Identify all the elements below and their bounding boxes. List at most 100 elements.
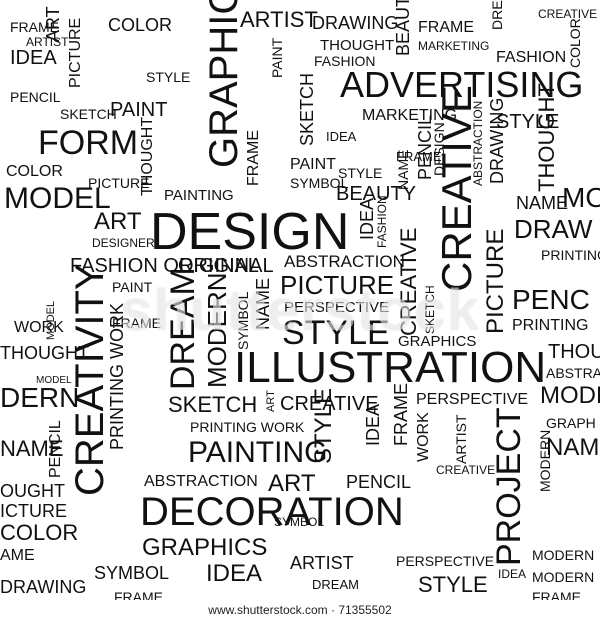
- word: GRAPHICS: [142, 534, 268, 561]
- word: MODERN: [532, 569, 595, 585]
- word: SKETCH: [168, 392, 258, 417]
- word: PENCIL: [346, 472, 412, 492]
- word: MODERN: [537, 429, 553, 492]
- word: NAME: [516, 193, 569, 213]
- word: COLOR: [0, 520, 79, 545]
- word: THOU: [548, 341, 600, 363]
- word: SKETCH: [60, 106, 117, 122]
- word: PAINTING: [164, 187, 234, 204]
- word: FRAME: [245, 130, 262, 186]
- word: WORK: [415, 412, 432, 462]
- word: PICTURE: [67, 17, 84, 88]
- word: DESIGN: [431, 122, 447, 176]
- word: PERSPECTIVE: [416, 391, 529, 408]
- word: CREATIVE: [436, 463, 496, 477]
- word: THOUGHT: [320, 37, 395, 54]
- word: MARKETING: [418, 39, 490, 53]
- word: PICTURE: [88, 175, 150, 191]
- word: MO: [562, 182, 600, 213]
- word: DREAM: [312, 577, 359, 592]
- word: FORM: [38, 124, 139, 162]
- word: DRAW: [514, 214, 593, 244]
- word: ARTIST: [240, 7, 318, 32]
- word: ICTURE: [0, 501, 67, 521]
- word: MODEL: [45, 300, 57, 340]
- word: FRAME: [418, 19, 474, 36]
- word: NAM: [546, 434, 600, 461]
- word: MARKETING: [362, 107, 458, 124]
- word: MODEL: [540, 382, 600, 409]
- word: ARTIST: [290, 553, 354, 573]
- word: IDEA: [498, 567, 527, 581]
- word: PRINTING WORK: [190, 419, 305, 435]
- word: MODEL: [36, 375, 72, 386]
- word: FASHION ORIGINAL: [70, 255, 259, 277]
- word: STYLE: [310, 387, 337, 464]
- word: GRAPHIC: [202, 0, 246, 168]
- word: COLOR: [567, 18, 583, 68]
- word: ART: [43, 6, 63, 42]
- word: IDEA: [326, 129, 357, 144]
- word: OUGHT: [0, 481, 65, 501]
- word: SYMBOL: [290, 175, 349, 191]
- word: PENCIL: [10, 89, 61, 105]
- word: AME: [0, 547, 35, 564]
- word: STYLE: [146, 69, 191, 85]
- word: PICTURE: [482, 228, 509, 334]
- word: MODEL: [4, 182, 111, 215]
- word: PICTURE: [280, 270, 395, 300]
- word: PAINT: [269, 37, 285, 78]
- word: GRAPH: [546, 415, 596, 431]
- word: PERSPECTIVE: [396, 553, 495, 569]
- word: PROJECT: [490, 407, 528, 566]
- word: NAME: [395, 149, 411, 190]
- word: STYLE: [418, 572, 488, 597]
- word: PENCIL: [47, 420, 64, 478]
- word: ART: [94, 208, 142, 235]
- word: ADVERTISING: [340, 64, 584, 105]
- word: COLOR: [6, 163, 63, 180]
- word: FASHION: [314, 53, 376, 69]
- word: MODERN: [532, 547, 595, 563]
- word: PRINTING: [541, 247, 600, 263]
- word: FRAME: [396, 149, 442, 164]
- word: DRAWING: [312, 13, 399, 33]
- word: PERSPECTIVE: [284, 299, 390, 316]
- word: CREATIVE: [538, 7, 598, 21]
- word: IDEA: [206, 560, 263, 587]
- word: ARTIST: [26, 35, 69, 49]
- word: FRAME: [114, 589, 163, 600]
- word: BEAUTY: [393, 0, 413, 56]
- word: STYLE: [496, 111, 560, 133]
- word: PAINT: [290, 156, 336, 173]
- word: ART: [268, 470, 316, 497]
- word: ABSTRA: [546, 365, 600, 381]
- word: CREATIVE: [280, 393, 379, 415]
- word: SYMBOL: [274, 515, 325, 529]
- word: ABSTRACTION: [471, 100, 485, 186]
- word: PAINT: [110, 99, 168, 121]
- word: SYMBOL: [94, 563, 170, 583]
- word: PAINT: [112, 279, 153, 295]
- word: DERN: [0, 382, 80, 413]
- word: FRAME: [10, 19, 59, 35]
- word: PENC: [512, 284, 590, 315]
- word: FRAME: [112, 315, 161, 331]
- word: NAME: [0, 436, 64, 461]
- word: FRAME: [532, 589, 581, 600]
- word: WORK: [14, 319, 64, 336]
- word: FRAME: [391, 383, 411, 446]
- word: GRAPHICS: [398, 333, 477, 350]
- word: ABSTRACTION: [144, 473, 258, 490]
- word: ARTIST: [453, 414, 469, 464]
- word: DRAWING: [0, 577, 87, 597]
- word: STYLE: [282, 314, 390, 352]
- stock-photo-footer: www.shutterstock.com · 71355502: [0, 600, 600, 620]
- word: COLOR: [108, 15, 173, 35]
- word: CREATIVITY: [68, 263, 112, 496]
- word: ART: [265, 390, 277, 412]
- word: ILLUSTRATION: [234, 343, 547, 392]
- word: THOUGHT: [0, 343, 89, 363]
- word-cloud-canvas: DESIGN ILLUSTRATION DECORATION ADVERTISI…: [0, 0, 600, 600]
- word: DREAM: [489, 0, 505, 30]
